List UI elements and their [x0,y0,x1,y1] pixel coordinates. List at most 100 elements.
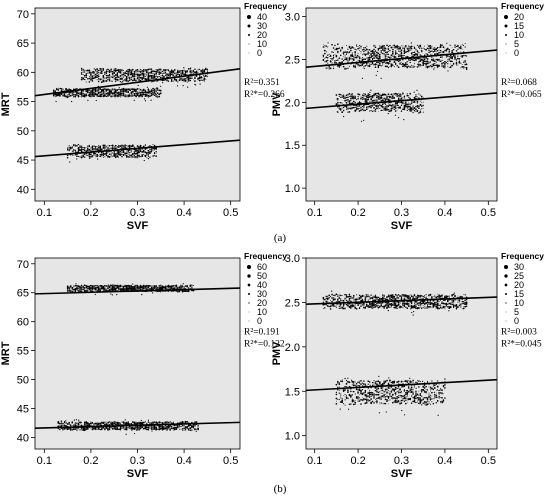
data-point [171,287,173,290]
data-point [94,89,97,92]
data-point [130,71,133,73]
data-point [65,88,67,91]
data-point [112,152,114,154]
data-point [411,66,413,68]
data-point [63,422,66,424]
data-point [147,94,150,97]
data-point [113,147,115,150]
data-point [73,96,75,98]
data-point [334,49,336,51]
data-point [435,47,437,50]
data-point [457,44,459,47]
data-point [90,77,92,79]
data-point [104,81,106,83]
data-point [124,288,126,290]
data-point [79,156,81,158]
data-point [93,288,95,290]
data-point [382,46,384,48]
data-point [366,63,368,65]
data-point [126,155,128,157]
data-point [399,107,401,109]
data-point [110,293,112,295]
data-point [445,48,447,50]
data-point [399,51,401,53]
data-point [348,57,351,59]
data-point [393,104,395,106]
data-point [387,112,389,115]
data-point [105,72,108,75]
data-point [381,103,384,106]
data-point [83,147,86,149]
data-point [83,78,86,81]
data-point [462,44,464,47]
data-point [373,45,375,47]
data-point [125,72,128,75]
data-point [369,91,371,93]
data-point [133,79,136,81]
data-point [149,89,151,91]
fit-line-0 [34,68,241,97]
data-point [347,96,349,99]
y-tick-label: 1.0 [285,183,300,195]
data-point [372,110,374,112]
data-point [147,71,149,73]
data-point [141,70,143,73]
data-point [419,46,421,48]
data-point [400,51,403,53]
data-point [95,288,96,290]
data-point [80,290,83,292]
data-point [342,109,345,112]
data-point [199,78,201,79]
data-point [130,286,132,288]
data-point [184,78,187,80]
data-point [91,95,94,97]
data-point [344,56,346,58]
data-point [80,72,83,74]
data-point [53,90,55,92]
data-point [428,45,430,47]
data-point [447,49,449,51]
data-point [384,98,387,100]
data-point [406,106,408,109]
data-point [339,54,342,57]
data-point [79,288,81,291]
data-point [160,72,162,74]
data-point [93,74,95,76]
data-point [350,50,352,52]
data-point [84,288,86,290]
data-point [178,79,181,81]
data-point [163,79,165,82]
data-point [450,63,452,65]
data-point [138,148,140,151]
data-point [99,148,101,150]
data-point [180,77,182,80]
data-point [451,56,454,58]
data-point [412,112,414,114]
data-point [460,46,462,48]
data-point [455,50,458,52]
data-point [361,105,364,108]
data-point [384,99,387,101]
legend-marker [248,43,250,45]
data-point [370,55,373,57]
data-point [346,54,348,56]
data-point [439,46,442,48]
data-point [434,47,436,49]
data-point [158,75,160,78]
data-point [466,62,467,64]
data-point [426,62,429,65]
data-point [56,94,59,96]
data-point [174,285,176,287]
data-point [186,76,189,79]
data-point [341,107,343,109]
data-point [368,59,370,61]
data-point [402,63,404,66]
data-point [379,62,381,65]
data-point [175,72,177,74]
data-point [76,422,78,425]
data-point [394,114,397,116]
data-point [440,52,442,53]
data-point [155,73,157,75]
data-point [439,60,442,63]
data-point [68,290,70,292]
